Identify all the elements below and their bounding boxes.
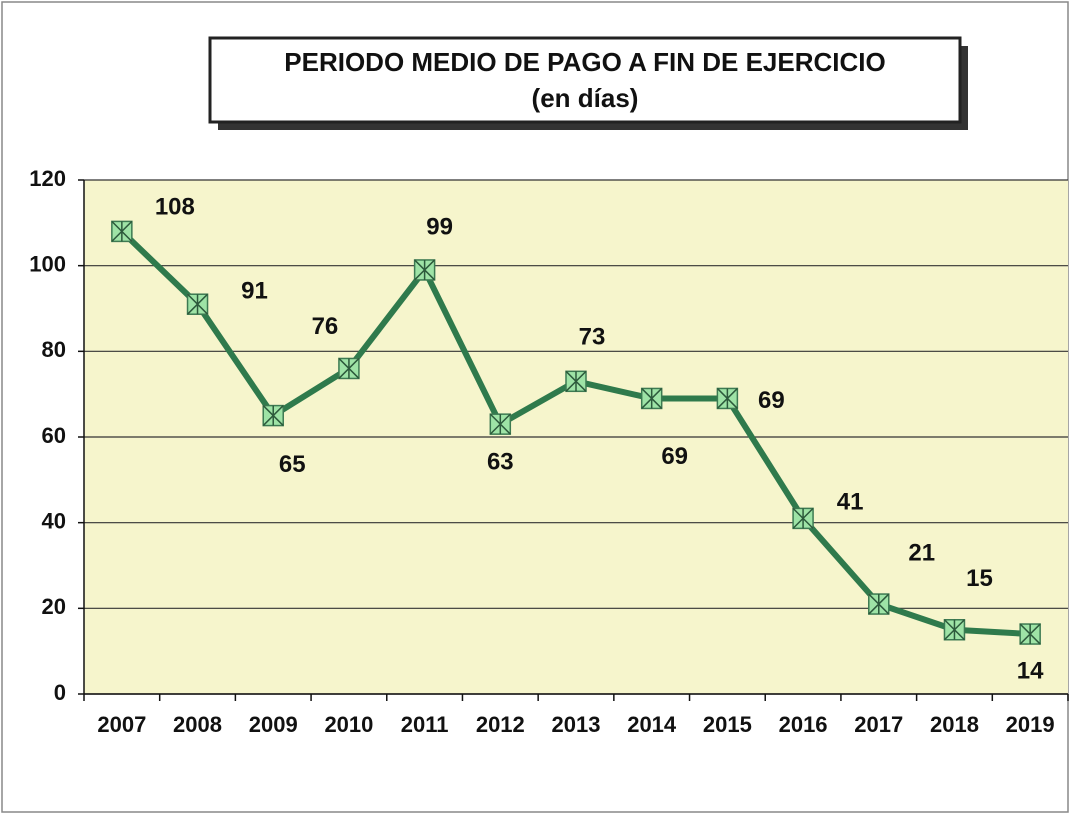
y-tick-label: 120 — [29, 166, 66, 191]
y-tick-label: 20 — [42, 594, 66, 619]
x-tick-label: 2010 — [324, 712, 373, 737]
y-tick-label: 100 — [29, 251, 66, 276]
x-tick-label: 2014 — [627, 712, 677, 737]
data-label: 41 — [837, 489, 864, 516]
marker — [489, 413, 512, 435]
x-tick-label: 2009 — [249, 712, 298, 737]
data-label: 76 — [312, 313, 339, 340]
data-label: 108 — [155, 194, 195, 221]
data-label: 63 — [487, 448, 514, 475]
marker — [868, 593, 890, 615]
y-tick-label: 40 — [42, 508, 66, 533]
x-tick-label: 2019 — [1006, 712, 1055, 737]
marker — [111, 220, 133, 243]
x-tick-label: 2016 — [779, 712, 828, 737]
x-tick-label: 2017 — [854, 712, 903, 737]
title-box — [208, 36, 962, 124]
data-label: 73 — [579, 324, 606, 351]
marker — [716, 387, 739, 410]
y-tick-label: 60 — [42, 423, 66, 448]
x-tick-label: 2008 — [173, 712, 222, 737]
data-label: 15 — [966, 565, 993, 592]
marker — [413, 259, 436, 281]
y-tick-label: 0 — [54, 680, 66, 705]
marker — [338, 357, 360, 380]
marker — [792, 507, 814, 530]
chart-title: PERIODO MEDIO DE PAGO A FIN DE EJERCICIO — [284, 47, 885, 77]
data-label: 69 — [661, 443, 688, 470]
x-tick-label: 2015 — [703, 712, 752, 737]
marker — [640, 387, 663, 410]
x-tick-label: 2012 — [476, 712, 525, 737]
data-label: 21 — [908, 539, 935, 566]
marker — [186, 293, 209, 315]
y-tick-label: 80 — [42, 337, 66, 362]
x-tick-label: 2013 — [552, 712, 601, 737]
marker — [943, 619, 966, 641]
x-tick-label: 2007 — [97, 712, 146, 737]
marker — [565, 370, 587, 393]
data-label: 91 — [241, 278, 268, 305]
marker — [262, 404, 284, 427]
data-label: 99 — [426, 213, 453, 240]
x-tick-label: 2011 — [401, 712, 449, 737]
data-label: 65 — [279, 451, 306, 478]
x-tick-label: 2018 — [930, 712, 979, 737]
data-label: 14 — [1017, 657, 1044, 684]
marker — [1019, 623, 1041, 645]
data-label: 69 — [758, 387, 785, 414]
chart-subtitle: (en días) — [532, 83, 639, 113]
